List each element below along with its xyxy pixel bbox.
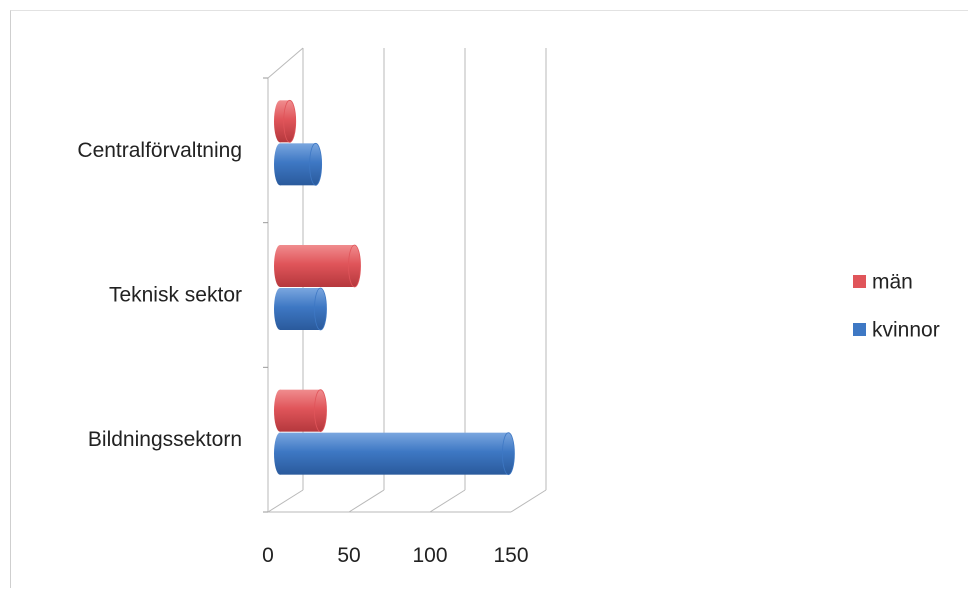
- bar-end-cap-0-1: [348, 244, 361, 288]
- category-label-1: Teknisk sektor: [109, 284, 242, 307]
- bar-end-cap-0-0: [283, 99, 297, 143]
- floor-line-0: [267, 489, 304, 513]
- category-labels: Centralförvaltning Teknisk sektor Bildning…: [77, 139, 242, 451]
- chart-frame: [10, 10, 968, 588]
- bar-start-cap-0-1: [274, 245, 286, 287]
- bar-end-cap-0-2: [314, 389, 327, 433]
- x-tick-label-3: 150: [493, 544, 528, 567]
- x-axis-tick-labels: 0 50 100 150: [262, 544, 528, 567]
- bar-body-1-1: [280, 288, 321, 330]
- bar-end-cap-1-0: [309, 142, 323, 186]
- bar-start-cap-0-2: [274, 389, 286, 432]
- x-tick-label-2: 100: [412, 544, 447, 567]
- bars: [274, 99, 515, 476]
- bar-end-cap-1-1: [314, 287, 327, 331]
- floor-line-2: [429, 489, 466, 513]
- legend-label-kvinnor: kvinnor: [872, 319, 940, 342]
- bar-body-0-1: [280, 245, 355, 287]
- bar-kvinnor-Bildningssektorn: [274, 432, 515, 476]
- legend-label-män: män: [872, 271, 913, 294]
- bar-kvinnor-Teknisk sektor: [274, 287, 327, 331]
- bar-body-1-2: [280, 432, 509, 475]
- category-label-2: Bildningssektorn: [88, 428, 242, 451]
- bar-män-Centralförvaltning: [274, 99, 297, 143]
- bar-start-cap-1-0: [274, 143, 286, 186]
- bar-start-cap-0-0: [274, 100, 286, 143]
- bar-body-0-2: [280, 389, 321, 432]
- legend-swatch-kvinnor: [853, 323, 866, 336]
- bar-män-Bildningssektorn: [274, 389, 327, 433]
- x-tick-label-1: 50: [337, 544, 360, 567]
- legend: män kvinnor: [853, 271, 940, 342]
- legend-swatch-män: [853, 275, 866, 288]
- floor-line-1: [348, 489, 385, 513]
- bar-start-cap-1-1: [274, 288, 286, 330]
- bar-end-cap-1-2: [502, 432, 515, 476]
- x-tick-label-0: 0: [262, 544, 274, 567]
- bar-män-Teknisk sektor: [274, 244, 361, 288]
- category-label-0: Centralförvaltning: [77, 139, 242, 162]
- floor-line-3: [510, 489, 547, 513]
- bar-kvinnor-Centralförvaltning: [274, 142, 323, 186]
- bar-start-cap-1-2: [274, 432, 286, 475]
- left-wall-top: [267, 47, 304, 79]
